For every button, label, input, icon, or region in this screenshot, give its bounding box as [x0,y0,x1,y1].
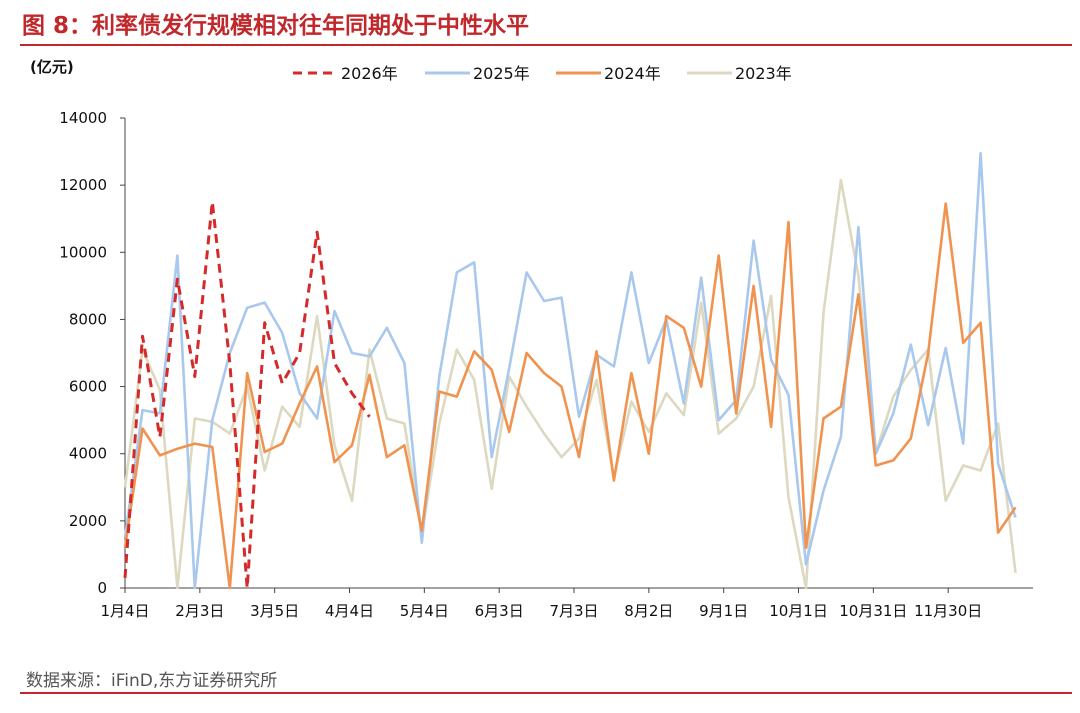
axes: 0 2000 4000 6000 8000 10000 12000 14000 1月4日 2月3日… [59,109,1033,620]
x-tick-label: 5月4日 [400,602,449,620]
y-tick-label: 4000 [69,445,107,463]
y-tick-label: 0 [97,579,107,597]
legend-label: 2024年 [604,64,661,83]
y-tick-label: 2000 [69,512,107,530]
source-note: 数据来源：iFinD,东方证券研究所 [26,671,278,691]
title-rule [20,44,1072,46]
legend-label: 2025年 [473,64,530,83]
x-tick-label: 3月5日 [250,602,299,620]
bottom-rule [20,692,1072,694]
series-line-2025年 [123,152,1017,590]
y-tick-label: 6000 [69,378,107,396]
legend: 2026年 2025年 2024年 2023年 [293,64,792,83]
series-line-2024年 [123,202,1017,590]
y-tick-label: 8000 [69,310,107,328]
x-tick-label: 10月1日 [769,602,828,620]
x-tick-label: 4月4日 [325,602,374,620]
x-tick-label: 11月30日 [914,602,982,620]
y-unit-label: (亿元) [30,58,74,76]
y-tick-label: 12000 [59,176,107,194]
series-line-2026年 [123,200,371,590]
series-line-2023年 [123,178,1017,590]
x-tick-label: 2月3日 [175,602,224,620]
legend-label: 2023年 [735,64,792,83]
series-lines [123,152,1017,590]
x-tick-label: 1月4日 [100,602,149,620]
chart-title: 图 8：利率债发行规模相对往年同期处于中性水平 [22,13,530,39]
y-tick-label: 10000 [59,243,107,261]
x-tick-label: 7月3日 [549,602,598,620]
legend-label: 2026年 [341,64,398,83]
x-tick-label: 6月3日 [475,602,524,620]
x-tick-label: 9月1日 [699,602,748,620]
x-tick-label: 10月31日 [839,602,907,620]
y-tick-label: 14000 [59,109,107,127]
x-tick-label: 8月2日 [624,602,673,620]
